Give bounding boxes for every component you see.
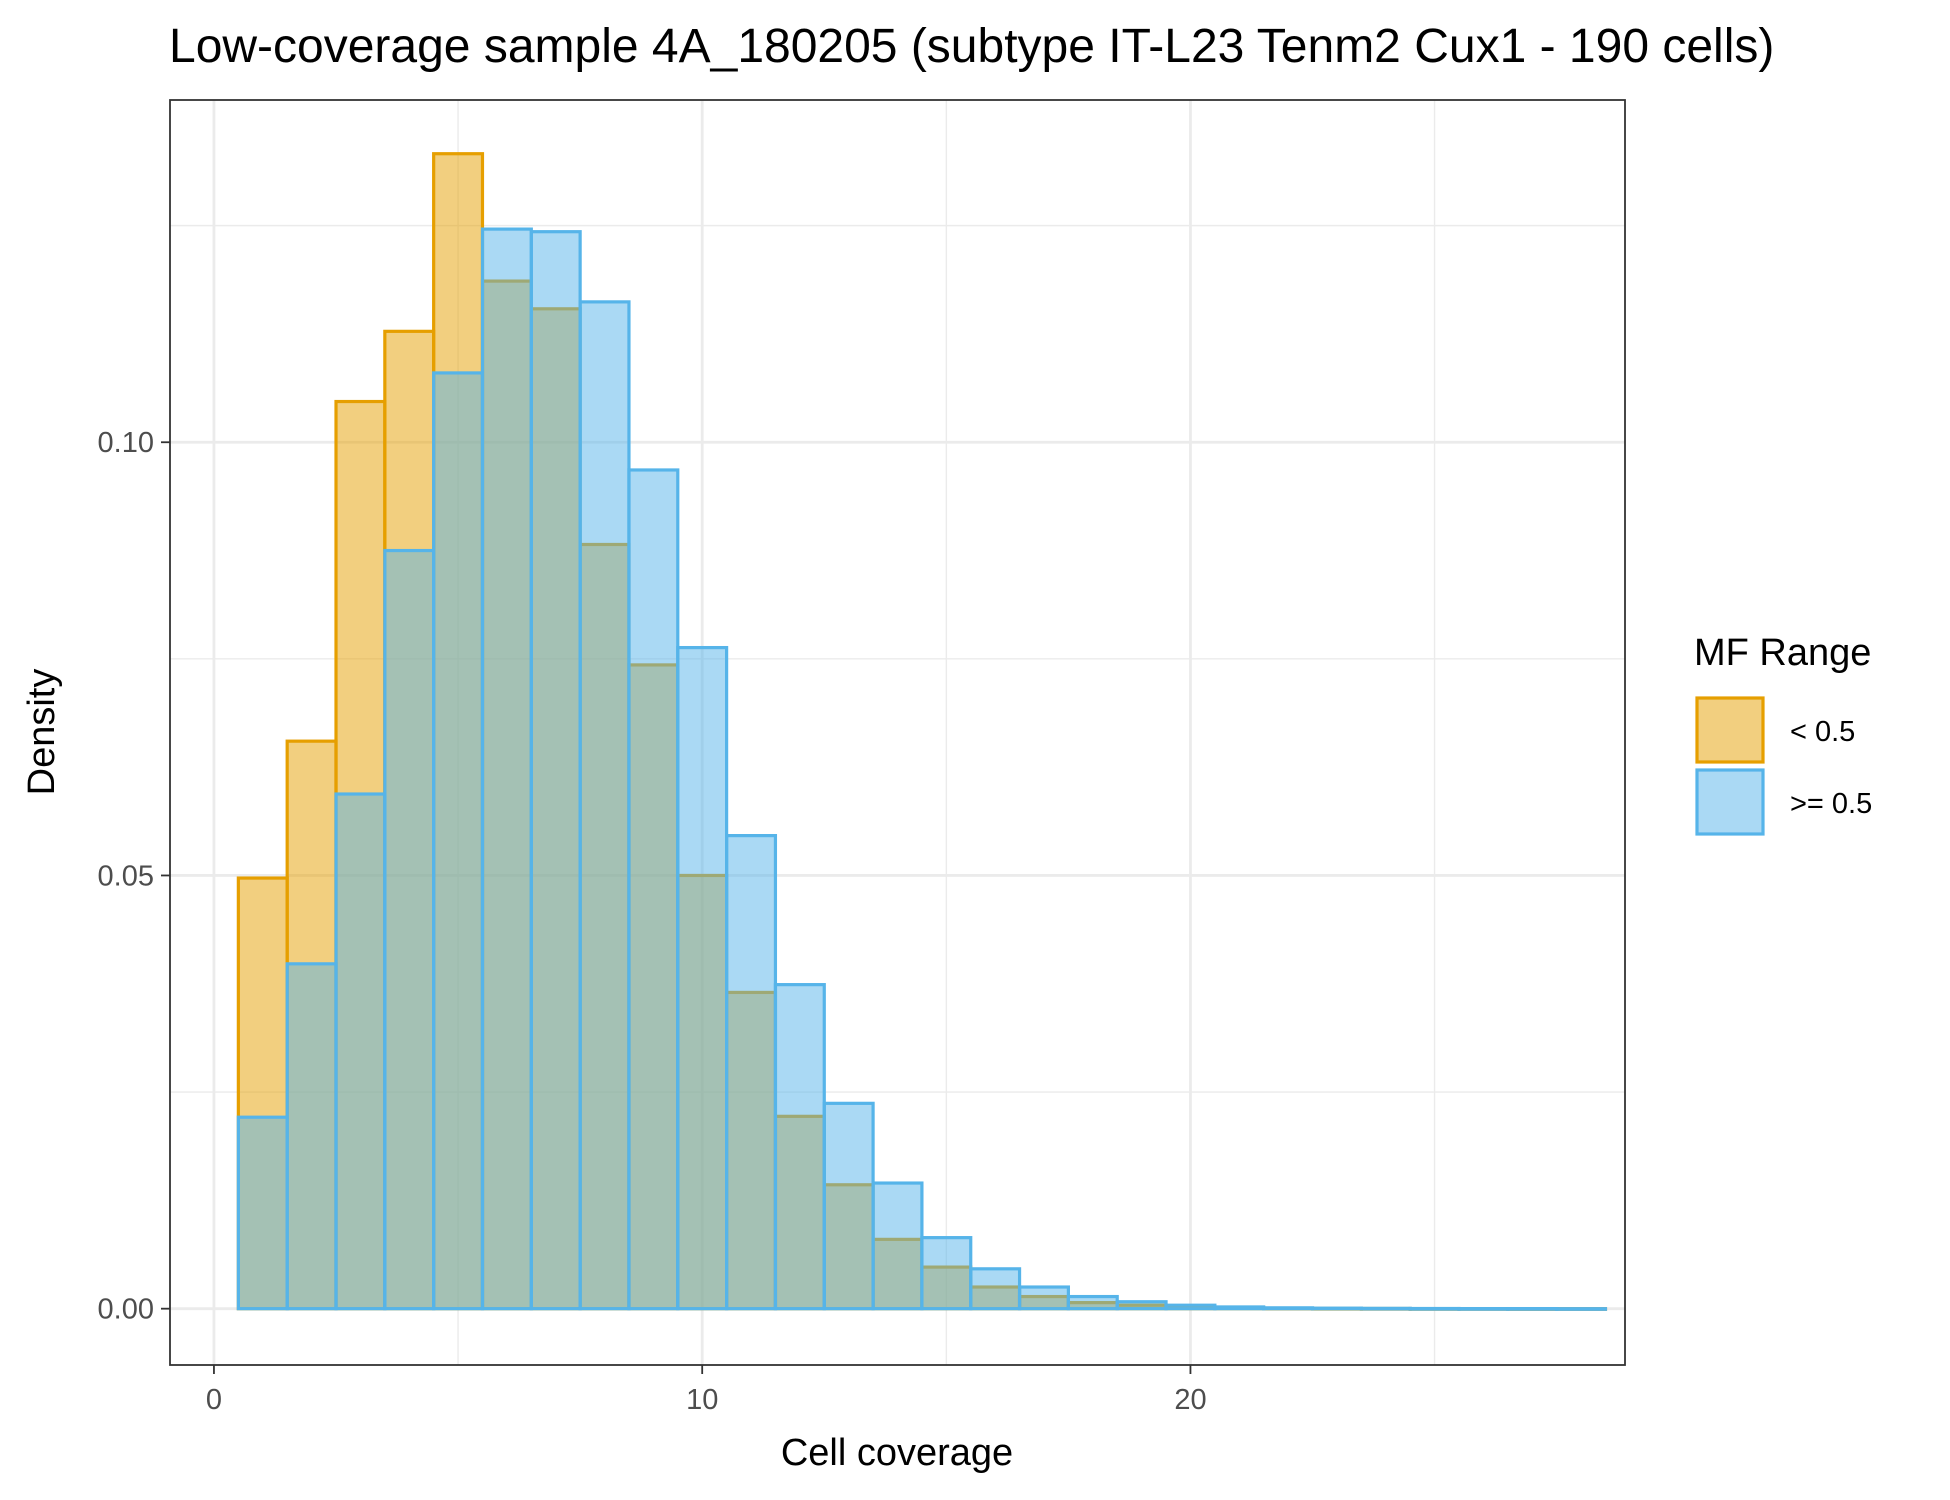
histogram-bar-series-2-bin-26	[1457, 1306, 1510, 1311]
histogram-bar-series-2-bin-6	[480, 227, 533, 1311]
histogram-bar-series-2-bin-10	[676, 645, 729, 1311]
histogram-bar-series-2-bin-19	[1115, 1300, 1168, 1311]
histogram-bar-series-2-bin-13	[822, 1101, 875, 1311]
histogram-bar-series-2-bin-18	[1066, 1294, 1119, 1311]
y-axis-ticks: 0.00 0.05 0.10	[98, 427, 170, 1326]
y-axis-title: Density	[21, 669, 63, 796]
histogram-bar-series-2-bin-23	[1310, 1306, 1363, 1311]
legend-title: MF Range	[1694, 632, 1871, 674]
histogram-bar-series-2-bin-27	[1506, 1306, 1559, 1311]
legend-label-1: < 0.5	[1790, 716, 1855, 748]
x-tick-label: 10	[686, 1384, 718, 1416]
chart-title: Low-coverage sample 4A_180205 (subtype I…	[169, 20, 1774, 73]
histogram-bar-series-2-bin-16	[969, 1267, 1022, 1311]
histogram-bar-series-2-bin-24	[1359, 1306, 1412, 1311]
histogram-bar-series-2-bin-25	[1408, 1306, 1461, 1311]
histogram-bar-series-2-bin-12	[773, 983, 826, 1311]
legend-key-2	[1695, 768, 1765, 836]
histogram-bar-series-2-bin-3	[334, 792, 387, 1311]
legend-items: < 0.5 >= 0.5	[1695, 696, 1872, 836]
histogram-bar-series-2-bin-28	[1555, 1307, 1608, 1311]
legend-label-2: >= 0.5	[1790, 788, 1872, 820]
x-tick-label: 0	[206, 1384, 222, 1416]
x-axis-title: Cell coverage	[781, 1432, 1013, 1474]
y-tick-label: 0.00	[98, 1294, 154, 1326]
histogram-bar-series-2-bin-2	[285, 962, 338, 1311]
histogram-bar-series-2-bin-4	[383, 548, 436, 1311]
legend-key-1	[1695, 696, 1765, 764]
legend: MF Range < 0.5 >= 0.5	[1694, 632, 1872, 836]
y-tick-label: 0.10	[98, 427, 154, 459]
histogram-bar-series-2-bin-17	[1017, 1285, 1070, 1311]
histogram-bar-series-2-bin-22	[1262, 1306, 1315, 1311]
x-tick-label: 20	[1174, 1384, 1206, 1416]
histogram-bar-series-2-bin-15	[920, 1236, 973, 1311]
histogram-bar-series-2-bin-21	[1213, 1305, 1266, 1311]
histogram-bar-series-2-bin-7	[529, 230, 582, 1311]
histogram-bar-series-2-bin-1	[236, 1115, 289, 1311]
histogram-bar-series-2-bin-9	[627, 468, 680, 1311]
histogram-bar-series-2-bin-11	[725, 834, 778, 1311]
histogram-bar-series-2-bin-8	[578, 300, 631, 1311]
y-tick-label: 0.05	[98, 860, 154, 892]
histogram-bar-series-2-bin-20	[1164, 1303, 1217, 1311]
bars-mf-above-0.5	[236, 227, 1608, 1311]
histogram-bar-series-2-bin-14	[871, 1181, 924, 1311]
plot-panel-border	[169, 99, 1626, 1366]
histogram-bar-series-2-bin-5	[432, 371, 485, 1311]
x-axis-ticks: 0 10 20	[206, 1365, 1207, 1416]
